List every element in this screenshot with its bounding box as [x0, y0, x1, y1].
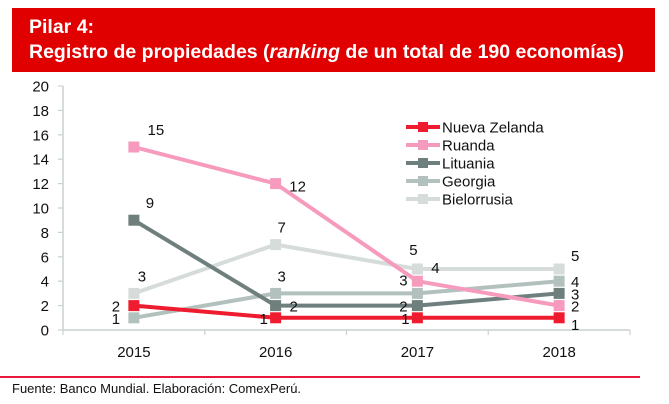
- y-tick-label: 8: [41, 225, 49, 242]
- legend-marker-swatch: [418, 158, 428, 168]
- x-tick-label: 2017: [401, 344, 434, 361]
- chart-title-line-1: Pilar 4:: [29, 16, 95, 38]
- source-note: Fuente: Banco Mundial. Elaboración: Come…: [12, 381, 302, 396]
- y-tick-label: 0: [41, 323, 49, 340]
- series-layer: [128, 141, 565, 324]
- series-ruanda: [128, 141, 565, 312]
- data-label: 1: [112, 311, 120, 328]
- data-label: 1: [401, 311, 409, 328]
- data-point-marker: [411, 263, 423, 275]
- data-point-marker: [553, 300, 565, 312]
- y-tick-label: 14: [32, 152, 49, 169]
- data-label: 3: [571, 286, 579, 303]
- legend-marker-swatch: [418, 176, 428, 186]
- data-label: 3: [277, 268, 285, 285]
- data-point-marker: [553, 287, 565, 299]
- legend-item: Bielorrusia: [406, 192, 514, 209]
- data-point-marker: [128, 214, 140, 226]
- series-bielorrusia: [128, 239, 565, 299]
- legend-label: Ruanda: [442, 138, 495, 155]
- data-point-marker: [411, 300, 423, 312]
- data-label: 2: [399, 299, 407, 316]
- data-point-marker: [270, 178, 282, 190]
- series-line: [132, 218, 560, 308]
- title-text-pre: Registro de propiedades (: [29, 41, 270, 63]
- chart-title-banner: Pilar 4: Registro de propiedades (rankin…: [12, 8, 655, 72]
- data-label: 15: [148, 122, 165, 139]
- data-point-marker: [128, 312, 140, 324]
- legend-marker-swatch: [418, 122, 428, 132]
- data-point-marker: [128, 287, 140, 299]
- data-label: 3: [399, 272, 407, 289]
- data-label: 1: [259, 311, 267, 328]
- data-label: 3: [138, 268, 146, 285]
- legend-marker-swatch: [418, 140, 428, 150]
- data-label: 12: [289, 179, 306, 196]
- data-point-marker: [411, 275, 423, 287]
- y-tick-label: 2: [41, 298, 49, 315]
- data-label: 9: [146, 195, 154, 212]
- data-point-marker: [270, 287, 282, 299]
- data-point-marker: [553, 312, 565, 324]
- y-tick-label: 4: [41, 274, 49, 291]
- chart-legend: Nueva ZelandaRuandaLituaniaGeorgiaBielor…: [406, 120, 544, 209]
- data-label: 5: [571, 248, 579, 265]
- data-point-marker: [128, 141, 140, 153]
- series-line: [133, 303, 560, 320]
- legend-label: Nueva Zelanda: [442, 120, 544, 137]
- series-nueva-zelanda: [128, 300, 565, 324]
- data-point-marker: [411, 312, 423, 324]
- data-point-marker: [270, 312, 282, 324]
- series-line: [133, 145, 560, 308]
- x-tick-label: 2018: [542, 344, 575, 361]
- footer-divider: [0, 376, 640, 378]
- data-point-marker: [270, 239, 282, 251]
- data-label: 2: [289, 299, 297, 316]
- data-label: 4: [571, 274, 579, 291]
- data-point-marker: [553, 275, 565, 287]
- data-label: 2: [571, 299, 579, 316]
- title-text-post: de un total de 190 economías): [339, 41, 624, 63]
- chart-title-line-2: Registro de propiedades (ranking de un t…: [29, 40, 655, 65]
- y-tick-label: 18: [32, 103, 49, 120]
- legend-item: Georgia: [406, 174, 496, 191]
- data-label: 5: [409, 242, 417, 259]
- data-label: 1: [571, 317, 579, 334]
- series-lituania: [128, 214, 565, 312]
- x-tick-label: 2016: [259, 344, 292, 361]
- legend-label: Bielorrusia: [442, 192, 514, 209]
- legend-marker-swatch: [418, 194, 428, 204]
- series-line: [133, 242, 560, 296]
- data-label: 4: [431, 260, 439, 277]
- legend-label: Georgia: [442, 174, 496, 191]
- series-line: [133, 279, 560, 320]
- y-tick-label: 12: [32, 176, 49, 193]
- title-text-italic: ranking: [269, 41, 340, 63]
- data-label: 7: [277, 220, 285, 237]
- data-point-marker: [128, 300, 140, 312]
- legend-label: Lituania: [442, 156, 495, 173]
- y-tick-label: 6: [41, 249, 49, 266]
- legend-item: Ruanda: [406, 138, 495, 155]
- x-tick-label: 2015: [117, 344, 150, 361]
- legend-item: Lituania: [406, 156, 495, 173]
- legend-item: Nueva Zelanda: [406, 120, 544, 137]
- series-georgia: [128, 275, 565, 324]
- y-tick-label: 10: [32, 201, 49, 218]
- data-point-marker: [411, 287, 423, 299]
- y-tick-label: 16: [32, 127, 49, 144]
- y-tick-label: 20: [32, 79, 49, 96]
- data-point-marker: [553, 263, 565, 275]
- data-point-marker: [270, 300, 282, 312]
- data-label: 2: [112, 299, 120, 316]
